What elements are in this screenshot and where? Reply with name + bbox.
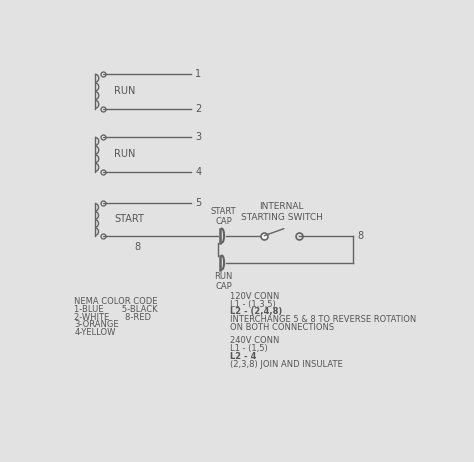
Text: 4: 4: [195, 167, 201, 176]
Text: 120V CONN: 120V CONN: [230, 292, 279, 301]
Text: 240V CONN: 240V CONN: [230, 336, 279, 346]
Text: L1 - (1,3,5): L1 - (1,3,5): [230, 299, 275, 309]
Text: 5: 5: [195, 198, 201, 208]
Text: 4-YELLOW: 4-YELLOW: [74, 328, 116, 337]
Text: 3-ORANGE: 3-ORANGE: [74, 320, 119, 329]
Text: L2 - (2,4,8): L2 - (2,4,8): [230, 307, 282, 316]
Text: 8: 8: [134, 242, 140, 252]
Text: L1 - (1,5): L1 - (1,5): [230, 344, 268, 353]
Text: RUN: RUN: [114, 149, 136, 159]
Text: INTERNAL
STARTING SWITCH: INTERNAL STARTING SWITCH: [241, 202, 323, 222]
Text: RUN
CAP: RUN CAP: [215, 272, 233, 291]
Text: INTERCHANGE 5 & 8 TO REVERSE ROTATION: INTERCHANGE 5 & 8 TO REVERSE ROTATION: [230, 315, 416, 324]
Text: L2 - 4: L2 - 4: [230, 352, 256, 361]
Text: (2,3,8) JOIN AND INSULATE: (2,3,8) JOIN AND INSULATE: [230, 359, 343, 369]
Text: 2: 2: [195, 103, 201, 114]
Text: START
CAP: START CAP: [211, 207, 237, 226]
Text: 2-WHITE      8-RED: 2-WHITE 8-RED: [74, 313, 151, 322]
Text: RUN: RUN: [114, 86, 136, 96]
Text: 3: 3: [195, 132, 201, 142]
Text: ON BOTH CONNECTIONS: ON BOTH CONNECTIONS: [230, 322, 334, 332]
Text: 1-BLUE       5-BLACK: 1-BLUE 5-BLACK: [74, 305, 158, 314]
Text: START: START: [114, 214, 144, 225]
Text: 1: 1: [195, 69, 201, 79]
Text: 8: 8: [357, 231, 363, 241]
Text: NEMA COLOR CODE: NEMA COLOR CODE: [74, 297, 158, 306]
